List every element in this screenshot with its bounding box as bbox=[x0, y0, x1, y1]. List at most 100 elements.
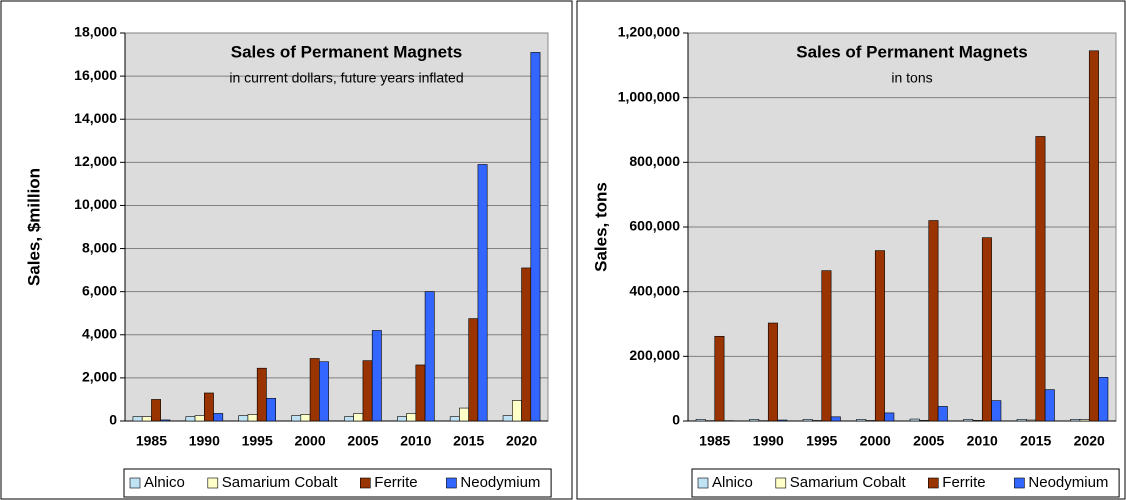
bar bbox=[972, 420, 983, 422]
bar bbox=[1079, 419, 1090, 422]
legend-label: Neodymium bbox=[460, 474, 540, 491]
bar bbox=[981, 237, 992, 422]
legend-swatch bbox=[359, 477, 371, 489]
chart-subtitle: in tons bbox=[891, 70, 932, 86]
bar bbox=[204, 392, 214, 422]
bar bbox=[830, 416, 841, 422]
bar bbox=[937, 406, 948, 422]
y-axis-label: Sales, $million bbox=[24, 168, 43, 286]
y-tick-label: 0 bbox=[109, 412, 117, 428]
chart-subtitle: in current dollars, future years inflate… bbox=[229, 70, 463, 86]
x-tick-label: 1985 bbox=[136, 433, 167, 449]
y-tick-label: 12,000 bbox=[74, 153, 117, 169]
legend-swatch bbox=[129, 477, 141, 489]
y-tick-label: 0 bbox=[672, 412, 680, 428]
bar bbox=[194, 415, 205, 422]
bar bbox=[749, 419, 760, 422]
bar bbox=[141, 416, 152, 422]
y-tick-label: 6,000 bbox=[82, 282, 117, 298]
bar bbox=[291, 415, 302, 422]
y-tick-label: 16,000 bbox=[74, 67, 117, 83]
legend-box bbox=[123, 468, 552, 498]
bar bbox=[1088, 50, 1099, 422]
bar bbox=[132, 416, 143, 422]
bar bbox=[695, 419, 706, 422]
x-tick-label: 2020 bbox=[506, 433, 537, 449]
bar bbox=[415, 364, 426, 422]
legend-swatch bbox=[1014, 477, 1025, 489]
x-tick-label: 2005 bbox=[913, 433, 944, 449]
legend-label: Samarium Cobalt bbox=[790, 474, 907, 491]
y-tick-label: 10,000 bbox=[74, 196, 117, 212]
bar bbox=[928, 220, 939, 422]
x-tick-label: 1985 bbox=[699, 433, 730, 449]
bar bbox=[502, 415, 513, 422]
bar bbox=[266, 398, 276, 422]
y-tick-label: 800,000 bbox=[629, 153, 680, 169]
bar bbox=[521, 267, 532, 422]
x-tick-label: 2000 bbox=[860, 433, 891, 449]
bar bbox=[185, 416, 196, 422]
legend-label: Alnico bbox=[144, 474, 185, 491]
bar bbox=[909, 418, 920, 422]
y-axis-label: Sales, tons bbox=[591, 182, 610, 272]
y-tick-label: 2,000 bbox=[82, 369, 117, 385]
x-tick-label: 2010 bbox=[967, 433, 998, 449]
y-tick-label: 600,000 bbox=[629, 218, 680, 234]
bar bbox=[353, 413, 364, 422]
x-tick-label: 2015 bbox=[1020, 433, 1051, 449]
bar bbox=[371, 330, 382, 422]
bar bbox=[777, 419, 788, 422]
bar bbox=[821, 270, 832, 422]
bar bbox=[1016, 419, 1027, 422]
bar bbox=[512, 400, 522, 422]
bar bbox=[151, 399, 161, 422]
bar bbox=[406, 413, 417, 422]
x-tick-label: 2005 bbox=[347, 433, 378, 449]
bar bbox=[1026, 419, 1037, 422]
legend-box bbox=[691, 468, 1120, 498]
chart-title: Sales of Permanent Magnets bbox=[231, 42, 462, 61]
y-tick-label: 8,000 bbox=[82, 239, 117, 255]
bar bbox=[919, 420, 930, 422]
bar bbox=[362, 360, 373, 422]
legend-label: Neodymium bbox=[1028, 474, 1108, 491]
bar bbox=[1098, 377, 1109, 422]
bar bbox=[344, 416, 354, 422]
bar bbox=[530, 52, 541, 422]
bar bbox=[477, 164, 488, 422]
legend-label: Alnico bbox=[712, 474, 753, 491]
bar bbox=[874, 250, 885, 422]
bar bbox=[802, 419, 813, 422]
bar bbox=[767, 322, 778, 422]
bar bbox=[714, 335, 725, 422]
legend-swatch bbox=[927, 477, 939, 489]
bar bbox=[309, 358, 320, 422]
y-tick-label: 200,000 bbox=[629, 347, 680, 363]
bar bbox=[300, 414, 311, 422]
legend-label: Ferrite bbox=[374, 474, 417, 491]
y-tick-label: 1,000,000 bbox=[618, 88, 680, 104]
bar bbox=[449, 416, 460, 422]
bar bbox=[213, 413, 224, 422]
legend-swatch bbox=[446, 477, 457, 489]
bar bbox=[1044, 389, 1055, 422]
x-tick-label: 1995 bbox=[242, 433, 273, 449]
legend-swatch bbox=[207, 477, 219, 489]
bar bbox=[884, 412, 895, 422]
y-tick-label: 4,000 bbox=[82, 325, 117, 341]
bar bbox=[397, 416, 407, 422]
chart-title: Sales of Permanent Magnets bbox=[796, 42, 1027, 61]
legend-swatch bbox=[775, 477, 787, 489]
x-tick-label: 1995 bbox=[806, 433, 837, 449]
x-tick-label: 1990 bbox=[753, 433, 784, 449]
x-tick-label: 1990 bbox=[189, 433, 220, 449]
legend-swatch bbox=[697, 477, 709, 489]
legend-label: Samarium Cobalt bbox=[222, 474, 339, 491]
x-tick-label: 2020 bbox=[1074, 433, 1105, 449]
y-tick-label: 18,000 bbox=[74, 24, 117, 40]
y-tick-label: 400,000 bbox=[629, 282, 680, 298]
bar bbox=[256, 367, 267, 422]
bar bbox=[1070, 419, 1081, 422]
